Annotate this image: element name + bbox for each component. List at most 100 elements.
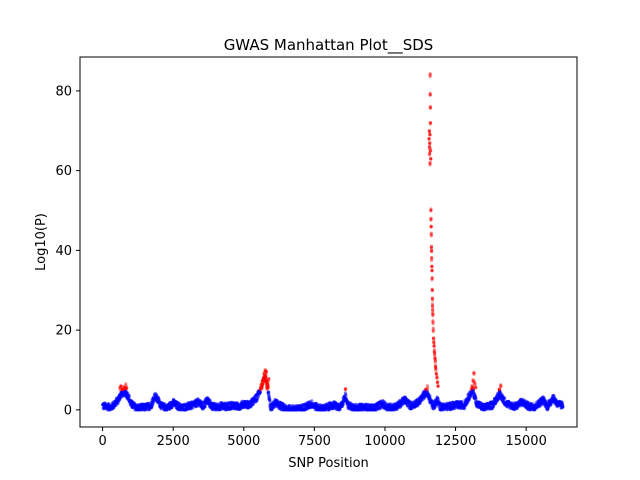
snp-point <box>109 404 113 408</box>
significant-snp-point <box>429 217 433 221</box>
snp-point <box>166 402 170 407</box>
snp-point <box>140 404 144 409</box>
snp-point <box>184 405 188 410</box>
significant-snp-point <box>427 137 431 141</box>
snp-point <box>132 401 136 405</box>
snp-point <box>160 401 164 405</box>
snp-point <box>171 398 176 402</box>
snp-point <box>211 403 215 407</box>
snp-point <box>180 403 184 408</box>
snp-point <box>141 402 146 406</box>
significant-snp-point <box>430 297 434 301</box>
snp-point <box>173 400 177 404</box>
snp-point <box>179 408 183 412</box>
snp-point <box>130 404 134 408</box>
snp-point <box>227 407 232 411</box>
snp-point <box>188 407 192 411</box>
snp-point <box>116 401 120 406</box>
significant-snp-point <box>124 382 128 386</box>
snp-point <box>142 405 146 409</box>
snp-point <box>196 399 200 403</box>
snp-point <box>151 399 155 404</box>
snp-point <box>205 399 209 403</box>
snp-point <box>120 395 124 399</box>
snp-point <box>174 399 178 404</box>
snp-point <box>113 401 117 405</box>
snp-point <box>133 403 138 407</box>
significant-snp-point <box>474 385 478 389</box>
snp-point <box>175 406 179 410</box>
snp-point <box>193 400 197 404</box>
snp-point <box>176 402 180 406</box>
snp-point <box>182 408 186 412</box>
snp-point <box>129 402 133 406</box>
snp-point <box>101 406 105 410</box>
x-tick-label-0: 0 <box>98 434 106 449</box>
snp-point <box>167 407 172 411</box>
snp-point <box>119 392 123 396</box>
snp-point <box>133 408 137 412</box>
snp-point <box>236 404 240 408</box>
significant-snp-point <box>433 353 437 357</box>
snp-point <box>205 396 209 400</box>
snp-point <box>243 401 248 406</box>
x-tick-label-2: 5000 <box>227 434 260 449</box>
snp-point <box>180 405 184 409</box>
snp-point <box>114 399 118 404</box>
significant-snp-point <box>430 276 434 280</box>
snp-point <box>143 408 147 412</box>
snp-point <box>224 402 228 407</box>
snp-point <box>188 404 193 409</box>
snp-point <box>165 407 169 411</box>
significant-snp-point <box>344 387 348 391</box>
snp-point <box>167 401 172 405</box>
snp-point <box>232 407 236 411</box>
snp-point <box>190 402 194 406</box>
snp-point <box>243 405 247 409</box>
snp-point <box>204 399 208 403</box>
snp-point <box>196 400 200 404</box>
snp-point <box>211 403 216 407</box>
snp-point <box>150 400 154 404</box>
snp-point <box>218 402 223 406</box>
snp-point <box>231 402 235 406</box>
snp-point <box>202 405 206 409</box>
snp-point <box>213 404 217 408</box>
snp-point <box>128 403 133 407</box>
snp-point <box>148 405 152 409</box>
snp-point <box>158 405 163 409</box>
snp-point <box>164 405 168 409</box>
snp-point <box>177 401 181 406</box>
snp-point <box>154 396 158 400</box>
snp-point <box>212 403 217 407</box>
significant-snp-point <box>429 208 433 212</box>
snp-point <box>159 405 163 409</box>
snp-point <box>204 402 208 406</box>
snp-point <box>245 399 249 403</box>
snp-point <box>217 402 221 406</box>
snp-point <box>137 403 142 407</box>
snp-point <box>116 400 120 404</box>
snp-point <box>207 403 212 408</box>
snp-point <box>212 406 216 410</box>
snp-point <box>268 398 272 403</box>
snp-point <box>116 395 120 399</box>
snp-point <box>168 400 172 405</box>
snp-point <box>123 390 127 395</box>
snp-point <box>174 403 178 407</box>
snp-point <box>195 400 200 404</box>
snp-point <box>245 400 249 404</box>
snp-point <box>117 397 122 401</box>
snp-point <box>189 406 193 411</box>
snp-point <box>174 400 178 404</box>
snp-point <box>139 408 143 412</box>
snp-point <box>239 406 243 410</box>
significant-snp-point <box>431 322 435 326</box>
snp-point <box>156 395 160 399</box>
snp-point <box>112 402 116 406</box>
y-tick-label-2: 40 <box>55 244 72 259</box>
snp-point <box>107 403 111 407</box>
snp-point <box>204 400 208 404</box>
snp-point <box>197 401 201 406</box>
snp-point <box>177 405 181 409</box>
